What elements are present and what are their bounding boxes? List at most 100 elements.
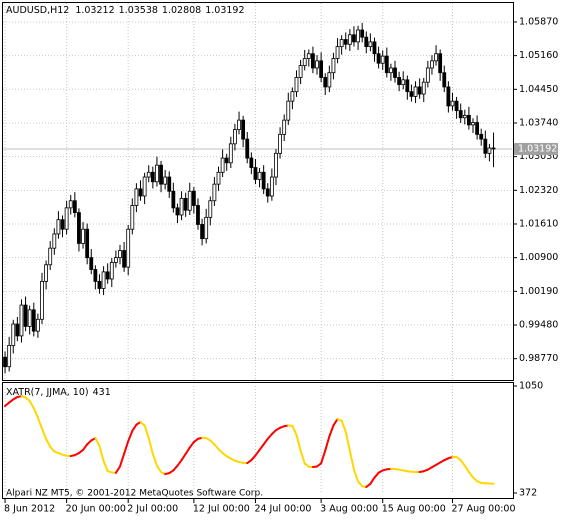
candle-body [282,119,287,135]
candle-body [380,55,385,64]
price-tag [514,142,558,155]
y-tick-label: 1.03740 [519,117,558,128]
indicator-last-value: 431 [93,387,111,398]
indicator-segment [49,445,56,453]
candle-body [286,100,291,121]
candle-body [278,133,282,154]
candle-body [335,46,340,59]
y-tick-label: 1.05160 [519,50,558,61]
candle-body [421,81,426,95]
indicator-frame [2,382,514,499]
indicator-segment [147,437,154,455]
indicator-segment [188,441,195,449]
candle-body [60,219,65,230]
indicator-segment [151,452,158,467]
header-high: 1.03538 [119,5,158,16]
candle-body [175,207,180,216]
candle-body [384,55,389,74]
candle-body [483,138,488,154]
candle-body [257,171,262,180]
candle-body [343,39,348,45]
indicator-segment [291,424,298,436]
candle-body [475,122,480,135]
candle-body [331,58,336,74]
candle-body [27,309,32,327]
candle-body [56,219,61,235]
chart-header: AUDUSD,H12 1.03212 1.03538 1.02808 1.03192 [6,5,245,16]
candle-body [212,183,217,202]
x-tick-label: 15 Aug 00:00 [382,504,446,515]
candle-body [397,77,402,85]
indicator-segment [299,449,306,465]
indicator-segment [180,452,187,462]
candle-body [72,200,77,214]
candle-body [81,228,85,244]
header-low: 1.02808 [162,5,201,16]
indicator-segment [295,433,302,452]
candle-body [126,228,131,268]
y-tick-label: 1.04450 [519,84,558,95]
indicator-segment [254,448,261,457]
candle-body [315,60,319,69]
candle-body [155,164,159,183]
candle-body [274,152,278,178]
candle-body [93,269,98,282]
candle-body [208,200,213,218]
candle-body [462,114,467,119]
candle-body [64,207,69,230]
candle-body [196,205,200,225]
indicator-segment [40,427,48,440]
candle-body [261,171,266,190]
candle-body [44,264,49,282]
indicator-segment [459,459,466,467]
candle-body [228,143,233,164]
candle-body [372,41,377,55]
candle-body [253,167,258,180]
candle-body [389,67,393,74]
indicator-segment [123,440,130,455]
candle-body [101,271,106,289]
candle-body [438,53,443,74]
y-tick-label: 1.01610 [519,218,558,229]
candle-body [450,100,455,107]
y-tick-label: 1.00190 [519,286,558,297]
candle-body [491,147,496,150]
indicator-header: XATR(7, JJMA, 10) 431 [6,387,111,398]
indicator-segment [131,423,138,432]
indicator-segment [320,449,327,465]
indicator-segment [36,416,43,430]
candle-body [393,67,397,78]
candle-body [356,29,360,43]
candle-body [159,164,163,185]
indicator-segment [45,437,52,448]
candle-body [311,53,315,69]
candle-body [19,304,24,337]
candle-body [122,250,126,268]
candle-body [15,323,20,337]
indicator-segment [82,443,89,451]
indicator-segment [266,433,273,440]
indicator-segment [463,464,470,474]
candle-body [68,200,73,209]
y-tick-label: 1.05870 [519,16,558,27]
indicator-segment [118,452,126,468]
indicator-segment [467,471,475,479]
candle-body [471,122,475,126]
candle-body [306,53,311,59]
candle-body [302,58,307,66]
indicator-segment [155,464,163,474]
candle-body [339,39,344,48]
symbol: AUDUSD,H12 [6,5,69,16]
candle-body [430,60,434,69]
y-tick-label: 1.00900 [519,252,558,263]
candle-body [113,257,118,263]
x-tick-label: 8 Jun 2012 [4,504,55,515]
indicator-segment [213,443,220,451]
candle-body [220,157,225,173]
y-tick-label: 0.98770 [519,353,558,364]
x-tick-label: 2 Jul 00:00 [127,504,178,515]
candle-body [187,190,192,211]
candle-body [31,309,36,332]
